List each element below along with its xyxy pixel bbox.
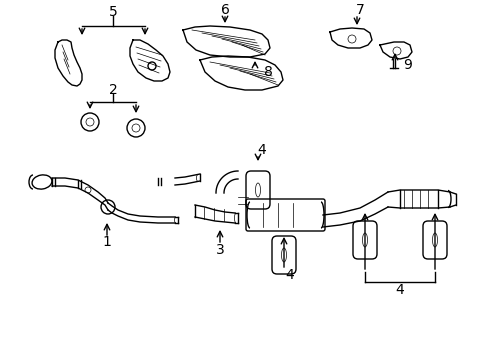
Text: 4: 4: [257, 143, 266, 157]
Text: 1: 1: [102, 235, 111, 249]
Text: 4: 4: [395, 283, 404, 297]
Text: 8: 8: [263, 65, 272, 79]
Text: 4: 4: [285, 268, 294, 282]
Text: 7: 7: [355, 3, 364, 17]
Text: 3: 3: [215, 243, 224, 257]
Text: 2: 2: [108, 83, 117, 97]
Text: 6: 6: [220, 3, 229, 17]
Text: 9: 9: [403, 58, 411, 72]
Text: 5: 5: [108, 5, 117, 19]
